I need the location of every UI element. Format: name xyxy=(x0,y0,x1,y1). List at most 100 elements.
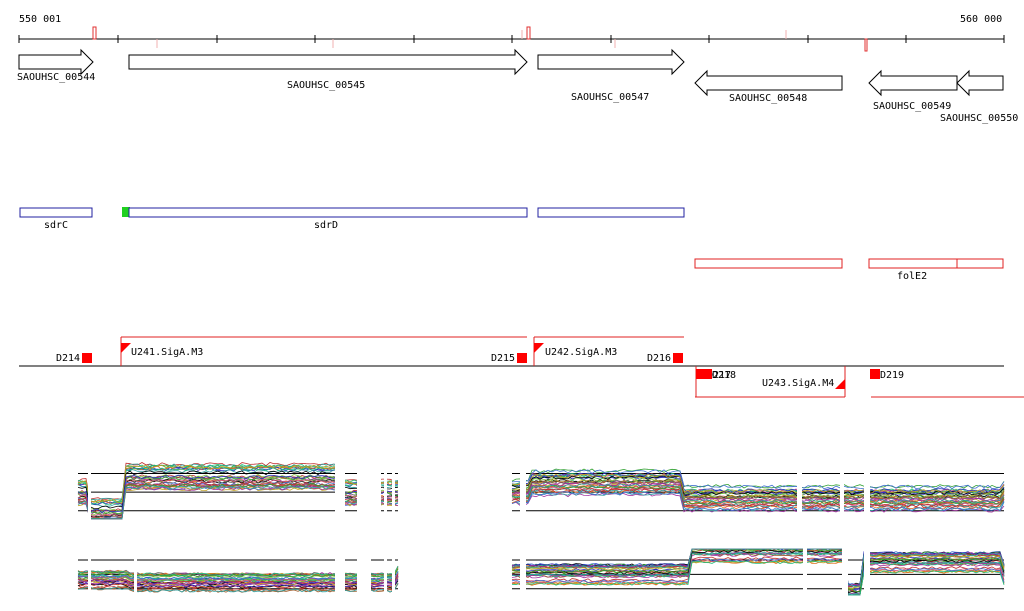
expression-profile-line xyxy=(511,489,1005,510)
unit-start-flag xyxy=(534,343,544,353)
segment-label: D218 xyxy=(712,370,736,381)
expression-gap xyxy=(864,546,870,598)
expression-profile-track xyxy=(77,456,1005,598)
expression-profile-line xyxy=(511,483,1005,504)
expression-profile-line xyxy=(511,549,1005,594)
expression-profile-line xyxy=(511,557,1005,596)
expression-profile-line xyxy=(512,479,1005,500)
expression-profile-line xyxy=(511,548,1005,593)
unit-label: U242.SigA.M3 xyxy=(545,347,617,358)
expression-gap xyxy=(520,456,526,522)
expression-profile-line xyxy=(511,468,1005,489)
gene-arrow[interactable]: SAOUHSC_00547 xyxy=(537,48,685,103)
feature-marker-green xyxy=(122,207,130,217)
expression-panel xyxy=(511,546,1005,598)
gene-arrow-shape[interactable] xyxy=(868,69,958,97)
expression-profile-line xyxy=(511,551,1005,596)
segment-box[interactable] xyxy=(82,353,92,363)
gene-arrow[interactable]: SAOUHSC_00548 xyxy=(694,69,843,104)
feature-label: folE2 xyxy=(897,271,927,282)
expression-profile-line xyxy=(511,475,1005,496)
transcription-unit[interactable]: U241.SigA.M3 xyxy=(120,336,527,366)
expression-profile-line xyxy=(511,469,1005,490)
transcription-unit[interactable]: U242.SigA.M3 xyxy=(533,336,684,366)
gene-arrow-shape[interactable] xyxy=(537,48,685,76)
expression-gap xyxy=(134,546,137,598)
ruler-track: 550 001 560 000 xyxy=(18,14,1005,52)
segment-label: D217 xyxy=(707,370,731,381)
expression-gap xyxy=(335,546,345,598)
segment-label: D219 xyxy=(880,370,904,381)
expression-gap xyxy=(384,456,387,522)
gene-arrow-shape[interactable] xyxy=(18,48,94,76)
expression-panel xyxy=(77,456,399,522)
feature-label: sdrD xyxy=(314,220,338,231)
segment-label: D216 xyxy=(647,353,671,364)
ruler-end-label: 560 000 xyxy=(960,14,1002,25)
expression-gap xyxy=(840,456,844,522)
feature-label: sdrC xyxy=(44,220,68,231)
expression-profile-line xyxy=(511,487,1005,508)
feature-box[interactable] xyxy=(537,207,685,218)
gene-track: SAOUHSC_00544 SAOUHSC_00545 SAOUHSC_0054… xyxy=(17,48,1018,124)
unit-start-flag xyxy=(835,379,845,389)
unit-label: U243.SigA.M4 xyxy=(762,378,834,389)
ruler-start-label: 550 001 xyxy=(19,14,61,25)
gene-arrow[interactable]: SAOUHSC_00544 xyxy=(17,48,95,83)
expression-profile-line xyxy=(511,488,1005,508)
segment-box[interactable] xyxy=(702,369,712,379)
expression-profile-line xyxy=(511,560,1005,596)
segment-box[interactable] xyxy=(673,353,683,363)
gene-arrow[interactable]: SAOUHSC_00549 xyxy=(868,69,958,112)
expression-profile-line xyxy=(511,548,1005,587)
expression-gap xyxy=(392,456,395,522)
ruler-coverage-marks xyxy=(92,26,868,52)
expression-panel xyxy=(77,546,399,598)
gene-label: SAOUHSC_00549 xyxy=(873,101,951,112)
gene-arrow-shape[interactable] xyxy=(956,69,1004,97)
expression-gap xyxy=(357,456,381,522)
expression-gap xyxy=(797,456,802,522)
expression-gap xyxy=(88,456,91,522)
gene-arrow[interactable]: SAOUHSC_00545 xyxy=(128,48,528,91)
expression-profile-line xyxy=(511,492,1005,513)
gene-arrow-shape[interactable] xyxy=(128,48,528,76)
gene-arrow[interactable]: SAOUHSC_00550 xyxy=(940,69,1018,124)
expression-gap xyxy=(520,546,526,598)
expression-gap xyxy=(384,546,387,598)
gene-label: SAOUHSC_00550 xyxy=(940,113,1018,124)
expression-gap xyxy=(335,456,345,522)
unit-label: U241.SigA.M3 xyxy=(131,347,203,358)
expression-profile-line xyxy=(511,484,1005,505)
expression-profile-line xyxy=(511,473,1005,494)
feature-box[interactable] xyxy=(956,258,1004,269)
gene-label: SAOUHSC_00548 xyxy=(729,93,807,104)
expression-gap xyxy=(88,546,91,598)
expression-gap xyxy=(803,546,807,598)
gene-label: SAOUHSC_00547 xyxy=(571,92,649,103)
expression-gap xyxy=(357,546,371,598)
ruler-faint-marks xyxy=(156,30,787,48)
segment-box[interactable] xyxy=(870,369,880,379)
expression-panel xyxy=(511,456,1005,522)
unit-start-flag xyxy=(121,343,131,353)
expression-gap xyxy=(392,546,395,598)
expression-profile-line xyxy=(511,482,1005,503)
segment-label: D215 xyxy=(491,353,515,364)
feature-box[interactable] xyxy=(694,258,843,269)
segment-box[interactable] xyxy=(517,353,527,363)
feature-box[interactable] xyxy=(868,258,958,269)
segment-box[interactable] xyxy=(696,369,706,379)
gene-label: SAOUHSC_00544 xyxy=(17,72,95,83)
expression-gap xyxy=(864,456,870,522)
gene-arrow-shape[interactable] xyxy=(694,69,843,97)
transcription-track: U241.SigA.M3 U242.SigA.M3 D214 D215 D216… xyxy=(19,336,1024,398)
expression-profile-line xyxy=(511,477,1005,498)
feature-track: sdrC sdrD folE2 xyxy=(19,207,1004,282)
segment-label: D214 xyxy=(56,353,80,364)
feature-box[interactable] xyxy=(19,207,93,218)
feature-box[interactable] xyxy=(128,207,528,218)
transcription-unit[interactable]: U243.SigA.M4 xyxy=(695,366,846,398)
expression-profile-line xyxy=(511,491,1005,512)
